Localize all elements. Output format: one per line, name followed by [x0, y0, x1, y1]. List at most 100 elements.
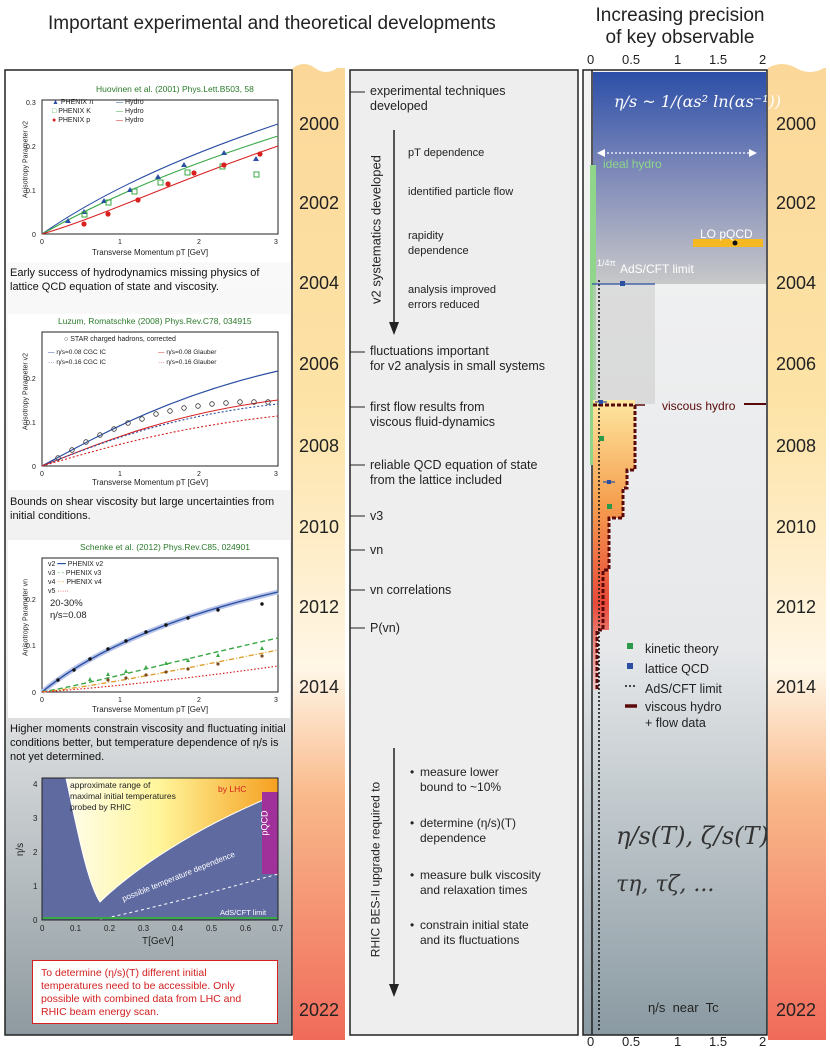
y-tick: 0.2 [26, 144, 36, 151]
x-tick: 3 [274, 239, 278, 246]
axis-tick-label: 1.5 [709, 1034, 728, 1049]
timeline-item: experimental techniques developed [370, 84, 506, 113]
right-title: Increasing precision of key observable [565, 5, 795, 49]
square-icon: □ [52, 108, 57, 115]
formula-bottom-1: η/s(T), ζ/s(T) [616, 822, 769, 850]
timeline-item: vn [370, 543, 384, 557]
axis-tick-label: 1 [674, 52, 682, 67]
year-label: 2010 [776, 517, 817, 537]
x-tick: 0 [40, 471, 44, 478]
legend-entry: STAR charged hadrons, corrected [70, 336, 176, 343]
panel-caption: Early success of hydrodynamics missing p… [10, 267, 260, 293]
legend-entry: PHENIX v3 [65, 570, 102, 577]
x-tick: 0.7 [272, 924, 284, 933]
x-tick: 1 [118, 239, 122, 246]
legend-entry: η/s=0.16 CGC IC [56, 359, 106, 366]
legend-entry: lattice QCD [645, 662, 709, 676]
x-tick: 0 [40, 924, 45, 933]
line-icon: ━━ [57, 561, 66, 568]
axis-tick-label: 0.5 [622, 1034, 641, 1049]
y-tick: 0 [32, 464, 36, 471]
by-lhc-label: by LHC [218, 784, 247, 794]
range-text-2: maximal initial temperatures [70, 791, 176, 801]
range-text-3: probed by RHIC [70, 802, 131, 812]
v2-systematics-label: v2 systematics developed [368, 155, 384, 304]
y-axis-label: Anisotropy Parameter vn [22, 578, 30, 657]
y-tick: 0 [33, 916, 38, 925]
eta-s-plot: 0 1 2 3 4 [33, 777, 279, 925]
legend-entry: PHENIX v2 [67, 561, 104, 568]
dash-dot-line-icon: ‑·‑ [57, 579, 65, 586]
x-tick: 2 [197, 471, 201, 478]
year-label: 2006 [776, 354, 817, 374]
plot-panel-3: Schenke et al. (2012) Phys.Rev.C85, 0249… [8, 540, 290, 718]
vn-plot-3: 0 0.1 0.2 0 1 2 3 [26, 557, 279, 704]
legend-entry: AdS/CFT limit [645, 682, 722, 696]
dotted-line-icon: ··· [158, 359, 165, 366]
x-tick: 0 [40, 239, 44, 246]
line-icon: — [116, 108, 123, 115]
x-tick: 0.4 [172, 924, 184, 933]
plot-panel-1: Huovinen et al. (2001) Phys.Lett.B503, 5… [8, 84, 290, 262]
y-tick: 0 [32, 232, 36, 239]
year-label: 2014 [299, 677, 340, 697]
x-tick: 0.1 [70, 924, 82, 933]
y-tick: 1 [33, 882, 38, 891]
plot-legend-lines: — η/s=0.08 CGC IC ··· η/s=0.16 CGC IC [48, 348, 106, 368]
legend-entry: PHENIX K [58, 108, 91, 115]
legend-entry: kinetic theory [645, 642, 719, 656]
bes-bullet-icon: • [410, 918, 415, 932]
year-label: 2022 [776, 1000, 817, 1020]
bes-label: RHIC BES-II upgrade required to [368, 781, 383, 958]
year-label: 2008 [776, 436, 817, 456]
legend-entry: PHENIX p [58, 117, 91, 124]
legend-entry: v5 [48, 588, 56, 595]
dotted-line-icon: ····· [57, 588, 70, 595]
bes-label-container: RHIC BES-II upgrade required to [368, 745, 384, 995]
x-ticks: 0 0.1 0.2 0.3 0.4 0.5 0.6 0.7 [38, 924, 288, 936]
year-label: 2008 [299, 436, 340, 456]
x-tick: 2 [197, 239, 201, 246]
line-icon: — [116, 99, 123, 106]
bottom-axis-title: η/s near Tc [648, 1000, 719, 1015]
year-label: 2004 [299, 273, 340, 293]
ideal-hydro-label: ideal hydro [603, 157, 662, 171]
v2-subitem: rapidity dependence [408, 230, 469, 257]
triangle-icon: ▲ [52, 99, 59, 106]
range-text-1: approximate range of [70, 780, 151, 790]
bes-item: constrain initial state and its fluctuat… [420, 918, 529, 947]
legend-entry: η/s=0.16 Glauber [166, 359, 217, 366]
year-label: 2000 [776, 114, 817, 134]
bes-bullet-icon: • [410, 765, 415, 779]
x-tick: 0.5 [206, 924, 218, 933]
right-title-line2: of key observable [605, 27, 755, 48]
y-tick: 4 [33, 780, 38, 789]
legend-entry: Hydro [124, 117, 144, 124]
x-tick: 2 [197, 697, 201, 704]
y-tick: 0.3 [26, 100, 36, 107]
right-legend: kinetic theory lattice QCD AdS/CFT limit… [645, 639, 722, 731]
legend-entry: Hydro [124, 99, 144, 106]
x-axis-label: Transverse Momentum pT [GeV] [92, 248, 209, 257]
centrality-note: 20-30% [50, 598, 83, 609]
panel-reference: Huovinen et al. (2001) Phys.Lett.B503, 5… [96, 84, 254, 94]
bes-item: determine (η/s)(T) dependence [420, 816, 517, 845]
x-tick: 1 [118, 471, 122, 478]
plot-panel-4: 0 1 2 3 4 approximate range of maximal i… [8, 774, 290, 954]
year-label: 2014 [776, 677, 817, 697]
y-tick: 3 [33, 814, 38, 823]
plot-legend: ▲ PHENIX π □ PHENIX K ● PHENIX p [52, 98, 94, 125]
viscous-hydro-connector [744, 403, 766, 405]
timeline-item: P(vn) [370, 621, 400, 635]
timeline-item: first flow results from viscous fluid-dy… [370, 400, 496, 429]
precision-graphic [590, 149, 763, 1030]
top-axis: 0 0.5 1 1.5 2 [587, 52, 777, 68]
legend-entry: PHENIX v4 [66, 579, 102, 586]
formula-top: η/s ~ 1/(αs² ln(αs⁻¹)) [614, 92, 782, 111]
axis-tick-label: 0.5 [622, 52, 641, 67]
lo-pqcd-bar [693, 239, 763, 247]
legend-entry: v2 [48, 561, 56, 568]
panel-caption: Bounds on shear viscosity but large unce… [10, 496, 275, 522]
x-axis-label: T[GeV] [142, 936, 174, 947]
y-tick: 0.1 [26, 188, 36, 195]
